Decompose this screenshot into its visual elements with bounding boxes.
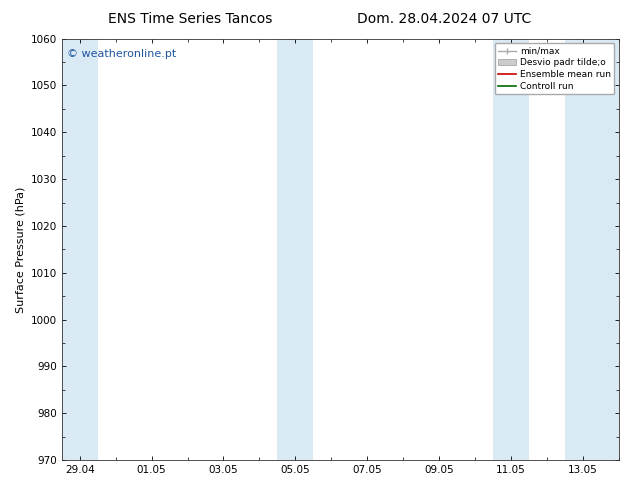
Bar [61,39,98,460]
Text: ENS Time Series Tancos: ENS Time Series Tancos [108,12,273,26]
Bar [278,39,313,460]
Text: Dom. 28.04.2024 07 UTC: Dom. 28.04.2024 07 UTC [357,12,531,26]
Y-axis label: Surface Pressure (hPa): Surface Pressure (hPa) [15,186,25,313]
Bar [565,39,619,460]
Legend: min/max, Desvio padr tilde;o, Ensemble mean run, Controll run: min/max, Desvio padr tilde;o, Ensemble m… [495,43,614,95]
Bar [493,39,529,460]
Text: © weatheronline.pt: © weatheronline.pt [67,49,176,59]
